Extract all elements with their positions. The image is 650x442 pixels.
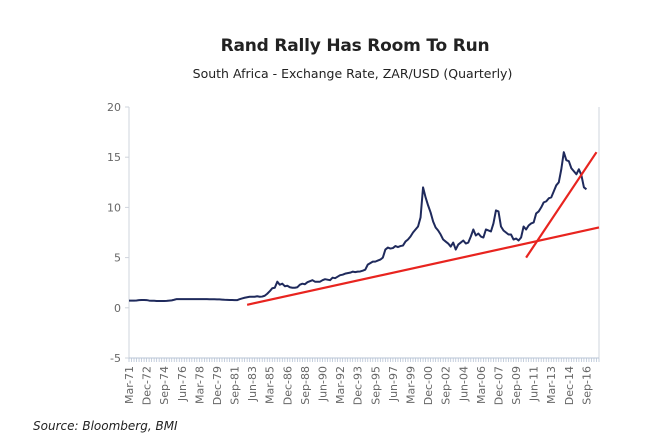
trendline-short-term-trend [525, 151, 598, 259]
x-axis-ticks: Mar-71 Dec-72 Sep-74 Jun-76 Mar-78 Dec-79 Sep-… [123, 358, 600, 405]
x-tick-label: Mar-78 [193, 366, 206, 404]
x-tick-label: Sep-74 [158, 366, 171, 405]
x-tick-label: Mar-71 [123, 366, 136, 404]
y-axis-ticks: -5 0 5 10 15 20 [107, 101, 129, 365]
source-note: Source: Bloomberg, BMI [33, 419, 178, 433]
x-tick-label: Dec-79 [211, 366, 224, 405]
x-tick-label: Sep-02 [440, 366, 453, 405]
x-tick-label: Mar-85 [264, 366, 277, 404]
x-tick-label: Jun-90 [317, 366, 330, 402]
x-tick-label: Sep-16 [580, 366, 593, 405]
y-tick-label: 15 [107, 151, 121, 164]
x-tick-label: Jun-04 [457, 366, 470, 402]
x-tick-label: Sep-09 [510, 366, 523, 405]
x-tick-label: Dec-72 [141, 366, 154, 405]
x-tick-label: Dec-14 [563, 366, 576, 405]
chart-subtitle: South Africa - Exchange Rate, ZAR/USD (Q… [192, 66, 513, 81]
x-tick-label: Dec-07 [492, 366, 505, 405]
x-tick-label: Dec-00 [422, 366, 435, 405]
y-tick-label: 0 [114, 302, 121, 315]
x-tick-label: Mar-92 [334, 366, 347, 404]
x-tick-label: Mar-06 [475, 366, 488, 404]
series-layer [128, 151, 588, 302]
y-tick-label: 5 [114, 252, 121, 265]
axes [128, 107, 600, 359]
x-tick-label: Jun-76 [176, 366, 189, 402]
x-tick-label: Sep-88 [299, 366, 312, 405]
data-points [128, 152, 587, 301]
x-tick-label: Jun-97 [387, 366, 400, 402]
y-tick-label: 20 [107, 101, 121, 114]
x-tick-label: Sep-95 [369, 366, 382, 405]
trendline-layer [246, 151, 600, 306]
x-tick-label: Mar-13 [545, 366, 558, 404]
x-tick-label: Jun-11 [528, 366, 541, 402]
y-tick-label: -5 [110, 352, 121, 365]
x-tick-label: Jun-83 [246, 366, 259, 402]
x-tick-label: Dec-93 [352, 366, 365, 405]
y-tick-label: 10 [107, 201, 121, 214]
series-line-zar-usd [129, 151, 588, 302]
x-tick-label: Mar-99 [404, 366, 417, 404]
x-tick-label: Sep-81 [229, 366, 242, 405]
trendline-long-term-support [246, 226, 600, 306]
chart-title: Rand Rally Has Room To Run [220, 36, 490, 56]
x-tick-label: Dec-86 [281, 366, 294, 405]
